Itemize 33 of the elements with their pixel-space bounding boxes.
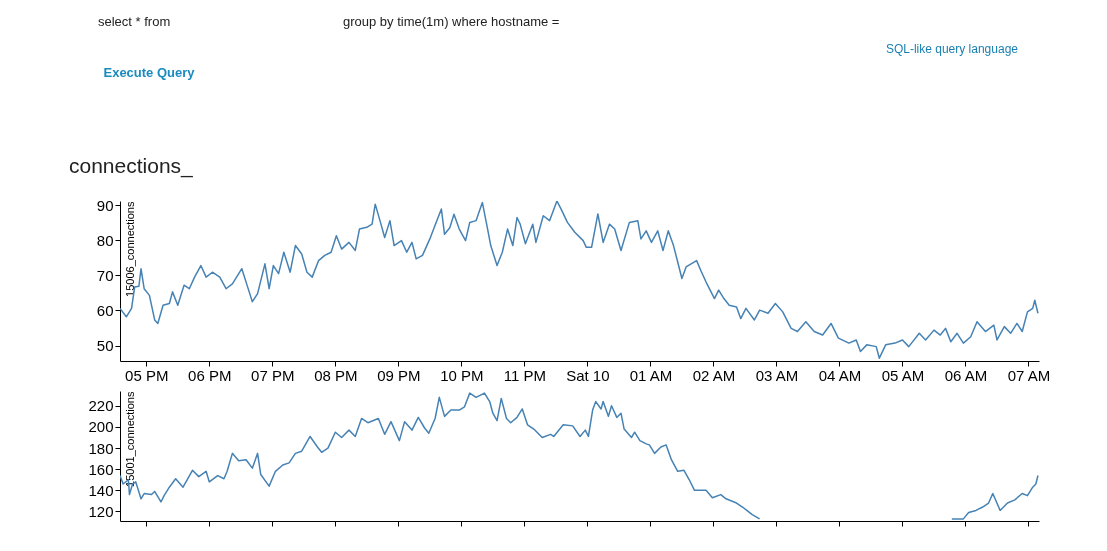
x-tick-label: 08 PM [314,366,358,384]
x-tick-label: 07 AM [1007,366,1051,384]
x-tick-label: 02 AM [692,366,736,384]
y-tick-label: 50 [96,337,114,355]
text: select * from [98,14,171,29]
x-tick-label: 09 PM [377,366,421,384]
x-tick-label: 06 PM [188,366,232,384]
x-tick-label: 11 PM [503,366,546,384]
x-tick-label: Sat 10 [566,366,610,384]
x-tick-label: 05 PM [125,366,169,384]
chart-title: connections_ [69,154,194,178]
y-tick-label: 70 [96,266,114,284]
y-axis-title: 15001_connections [123,391,136,487]
y-tick-label: 90 [96,196,114,214]
y-tick-label: 160 [88,460,114,478]
y-tick-label: 200 [88,418,114,436]
x-tick-label: 05 AM [881,366,925,384]
y-tick-label: 120 [88,502,114,520]
y-axis-title: 15006_connections [123,201,136,297]
y-tick-label: 60 [96,301,114,319]
text: group by time(1m) where hostname = [343,14,560,29]
x-tick-label: 04 AM [818,366,862,384]
x-tick-label: 06 AM [944,366,988,384]
y-tick-label: 220 [88,397,114,415]
x-tick-label: 01 AM [629,366,673,384]
y-tick-label: 140 [88,481,114,499]
y-tick-label: 80 [96,231,114,249]
x-tick-label: 10 PM [440,366,484,384]
x-tick-label: 07 PM [251,366,295,384]
text: SQL-like query language [885,42,1019,56]
text: Execute Query [103,65,196,80]
y-tick-label: 180 [88,439,114,457]
x-tick-label: 03 AM [755,366,799,384]
